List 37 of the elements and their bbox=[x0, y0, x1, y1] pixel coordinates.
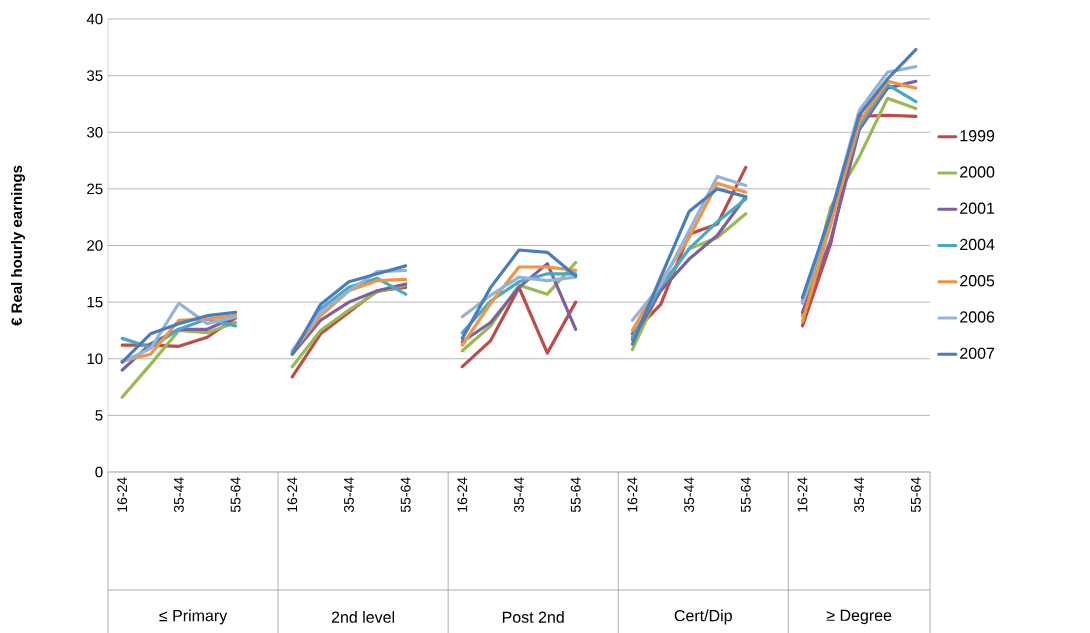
x-tick-label: 35-44 bbox=[684, 477, 695, 513]
x-tick-label: 55-64 bbox=[910, 477, 921, 513]
y-tick-label: 10 bbox=[87, 353, 103, 365]
legend-label: 2007 bbox=[960, 347, 995, 359]
x-tick-label: 35-44 bbox=[343, 477, 354, 513]
y-tick-label: 25 bbox=[87, 183, 103, 195]
legend-label: 2006 bbox=[960, 311, 995, 323]
y-tick-label: 5 bbox=[95, 410, 103, 421]
x-tick-label: 16-24 bbox=[117, 477, 128, 512]
text: ≥ Degree bbox=[826, 609, 892, 625]
text: 2nd level bbox=[331, 611, 395, 623]
y-axis-title: € Real hourly earnings bbox=[11, 165, 26, 326]
x-tick-label: 16-24 bbox=[287, 477, 298, 512]
y-tick-label: 40 bbox=[86, 13, 103, 25]
y-tick-label: 35 bbox=[87, 70, 103, 81]
y-tick-label: 30 bbox=[87, 126, 103, 138]
y-tick-label: 20 bbox=[87, 240, 103, 251]
text: ≤ Primary bbox=[159, 609, 228, 625]
legend-label: 1999 bbox=[960, 130, 995, 142]
legend-label: 2001 bbox=[960, 202, 995, 214]
y-tick-label: 0 bbox=[95, 466, 103, 478]
x-tick-label: 16-24 bbox=[797, 477, 808, 512]
x-tick-label: 35-44 bbox=[854, 477, 865, 513]
x-tick-label: 55-64 bbox=[400, 477, 411, 513]
x-tick-label: 35-44 bbox=[514, 477, 524, 513]
legend-label: 2000 bbox=[960, 166, 995, 178]
legend-label: 2004 bbox=[960, 238, 995, 251]
x-tick-label: 35-44 bbox=[173, 477, 184, 513]
x-tick-label: 16-24 bbox=[457, 477, 468, 512]
text: Post 2nd bbox=[502, 611, 564, 623]
legend-label: 2005 bbox=[960, 275, 995, 287]
x-tick-label: 16-24 bbox=[627, 477, 638, 512]
x-tick-label: 55-64 bbox=[230, 477, 241, 513]
x-tick-label: 55-64 bbox=[570, 477, 581, 513]
text: Cert/Dip bbox=[674, 609, 732, 625]
y-tick-label: 15 bbox=[87, 296, 103, 308]
x-tick-label: 55-64 bbox=[740, 477, 751, 513]
